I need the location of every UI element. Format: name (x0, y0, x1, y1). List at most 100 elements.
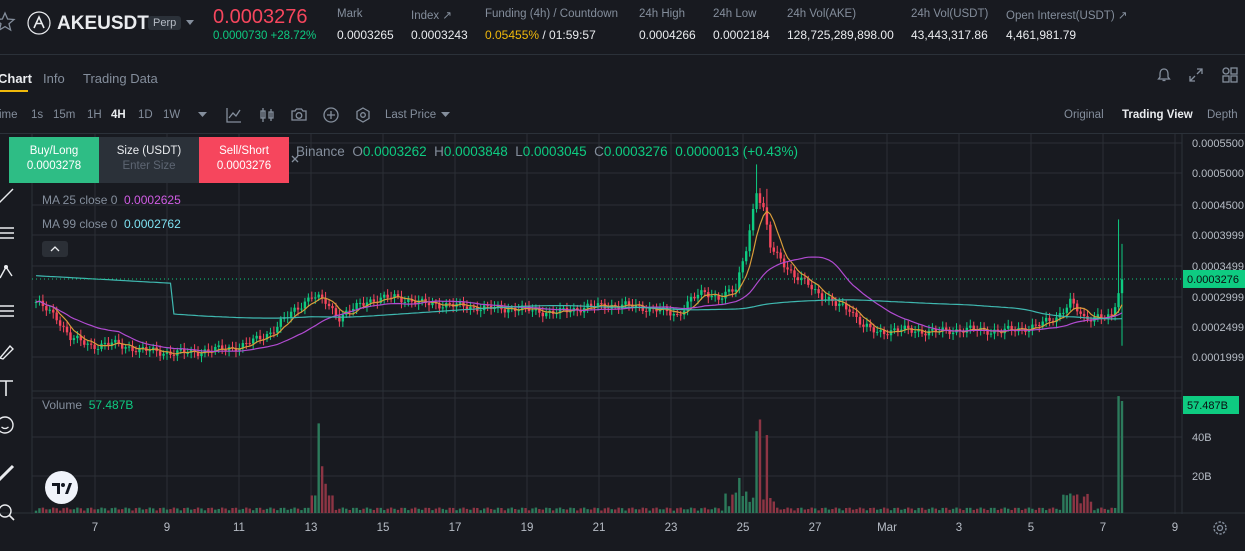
pattern-tool-icon[interactable] (0, 262, 18, 284)
candle-body (834, 301, 838, 306)
volume-bar (596, 508, 600, 513)
plus-circle-icon[interactable] (322, 106, 340, 124)
bell-icon[interactable] (1156, 67, 1172, 83)
candle-body (1069, 298, 1072, 308)
candle-body (1100, 314, 1103, 319)
volume-bar (779, 509, 782, 513)
candle-body (217, 345, 220, 347)
volume-bar (682, 509, 686, 513)
buy-price: 0.0003278 (26, 160, 82, 172)
tab-trading-data[interactable]: Trading Data (83, 71, 158, 86)
view-trading-view[interactable]: Trading View (1122, 109, 1193, 121)
volume-bar (279, 507, 282, 513)
interval-1s[interactable]: 1s (31, 109, 44, 121)
volume-bar (203, 510, 207, 513)
zoom-tool-icon[interactable] (0, 502, 18, 524)
candle-body (813, 289, 817, 291)
candle-body (700, 290, 703, 295)
candle-body (893, 328, 896, 331)
ohlc-h-label: H (434, 144, 444, 159)
gear-icon[interactable] (1211, 519, 1229, 537)
emoji-tool-icon[interactable] (0, 414, 18, 436)
layout-icon[interactable] (1221, 66, 1239, 84)
candle-body (541, 312, 544, 317)
volume-bar (441, 508, 445, 513)
volume-bar (1058, 509, 1062, 513)
settings-icon[interactable] (354, 106, 372, 124)
ma25-line (35, 256, 1123, 352)
volume-bar (1069, 493, 1072, 513)
interval-dropdown-icon[interactable] (198, 112, 207, 118)
dropdown-icon[interactable] (186, 20, 194, 26)
view-original[interactable]: Original (1064, 109, 1104, 121)
volume-bar (855, 508, 858, 513)
symbol-name[interactable]: AKEUSDT (57, 13, 149, 34)
volume-bar (969, 507, 972, 513)
fib-tool-icon[interactable] (0, 301, 18, 323)
price-type-dropdown-icon[interactable] (441, 112, 450, 118)
candle-body (310, 297, 314, 299)
volume-bar (710, 509, 713, 513)
volume-bar (676, 508, 679, 513)
volume-bar (858, 507, 862, 513)
trendline-tool-icon[interactable] (0, 184, 18, 206)
candle-body (296, 307, 300, 310)
volume-bar (210, 507, 214, 513)
horizontal-lines-tool-icon[interactable] (0, 222, 18, 244)
ruler-tool-icon[interactable] (0, 462, 18, 484)
price-chart[interactable]: 0.0005500 0.0005000 0.0004500 0.0003999 0.00… (0, 134, 1245, 548)
candle-body (207, 349, 210, 352)
chart-area[interactable]: 0.0005500 0.0005000 0.0004500 0.0003999 0.00… (0, 134, 1245, 548)
candle-body (289, 311, 293, 318)
time-tick-label: 5 (1028, 522, 1034, 534)
interval-1h[interactable]: 1H (87, 109, 102, 121)
size-input[interactable]: Size (USDT) Enter Size (99, 137, 199, 183)
volume-bar (782, 509, 786, 513)
view-depth[interactable]: Depth (1207, 109, 1238, 121)
close-icon[interactable] (289, 153, 301, 165)
index-label[interactable]: Index ↗ (411, 10, 452, 22)
expand-icon[interactable] (1188, 67, 1204, 83)
candle-type-icon[interactable] (258, 106, 276, 124)
tab-info[interactable]: Info (43, 71, 65, 86)
candle-body (141, 347, 145, 349)
volume-bar (324, 483, 327, 513)
collapse-icon (50, 246, 60, 252)
sell-short-button[interactable]: Sell/Short 0.0003276 (199, 137, 289, 183)
text-tool-icon[interactable] (0, 377, 18, 399)
camera-icon[interactable] (290, 106, 308, 124)
interval-4h[interactable]: 4H (111, 109, 126, 121)
volume-bar (903, 508, 906, 513)
interval-15m[interactable]: 15m (53, 109, 76, 121)
brush-tool-icon[interactable] (0, 340, 18, 362)
candle-body (234, 347, 238, 352)
interval-1w[interactable]: 1W (163, 109, 181, 121)
open-interest-label[interactable]: Open Interest(USDT) ↗ (1006, 10, 1128, 22)
tradingview-logo[interactable] (45, 471, 78, 504)
candle-body (176, 350, 179, 356)
volume-bar (934, 508, 938, 513)
volume-bar (258, 507, 262, 513)
candle-body (400, 296, 403, 303)
volume-bar (582, 507, 586, 513)
candle-body (638, 304, 641, 306)
candle-body (713, 295, 717, 297)
volume-bar (317, 423, 320, 513)
collapse-legend-button[interactable] (42, 241, 68, 257)
indicators-icon[interactable] (225, 106, 243, 124)
volume-bar (107, 510, 110, 513)
interval-1d[interactable]: 1D (138, 109, 153, 121)
volume-bar (527, 510, 531, 513)
volume-bar (62, 508, 65, 513)
volume-bar (507, 508, 510, 513)
price-type-select[interactable]: Last Price (385, 109, 437, 121)
tradingview-logo-icon (52, 483, 72, 494)
star-icon[interactable] (0, 11, 16, 33)
buy-long-button[interactable]: Buy/Long 0.0003278 (9, 137, 99, 183)
volume-bar (748, 501, 751, 513)
volume-bar (272, 508, 276, 513)
volume-bar (96, 509, 100, 513)
volume-bar (127, 508, 131, 513)
candle-body (65, 326, 69, 333)
tab-chart[interactable]: Chart (0, 71, 32, 86)
